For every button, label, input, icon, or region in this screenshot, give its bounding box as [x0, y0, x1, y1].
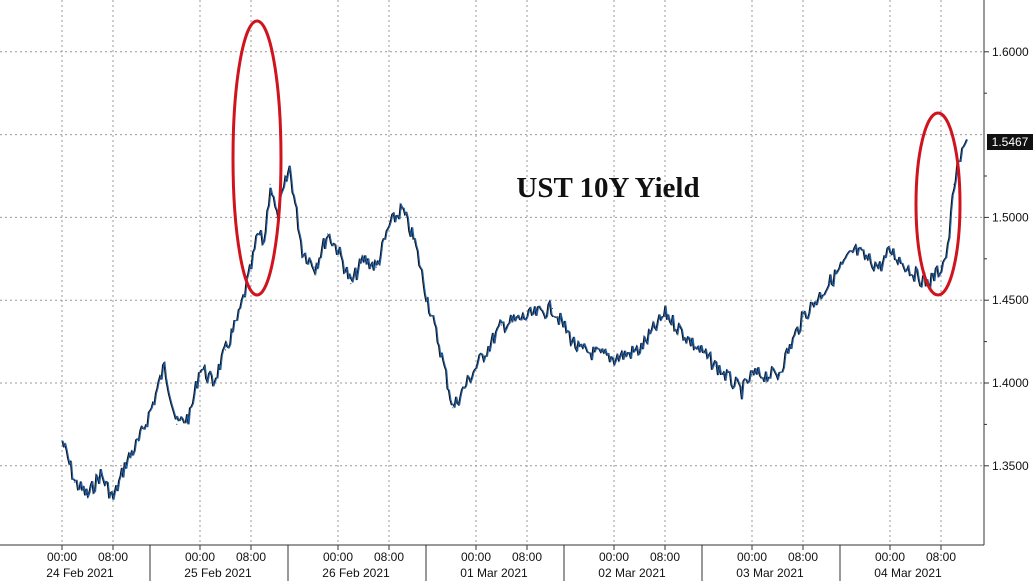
x-tick-time: 08:00 — [98, 550, 128, 564]
data-point — [199, 365, 201, 367]
data-point — [475, 365, 477, 367]
x-tick-date: 26 Feb 2021 — [322, 566, 390, 580]
y-axis: 1.3500 1.4000 1.4500 1.5000 1.6000 — [983, 0, 1029, 545]
data-point — [551, 307, 554, 310]
data-point — [61, 440, 63, 442]
data-point — [889, 249, 891, 252]
x-tick-time: 08:00 — [926, 550, 956, 564]
grid — [0, 0, 984, 545]
data-point — [263, 241, 265, 243]
chart-title: UST 10Y Yield — [516, 172, 699, 204]
data-point — [946, 249, 949, 252]
data-point — [664, 312, 666, 314]
highlight-ellipses — [231, 19, 962, 297]
x-tick-time: 00:00 — [47, 550, 77, 564]
data-point — [401, 208, 403, 210]
data-point — [914, 274, 917, 276]
data-point — [940, 266, 942, 268]
x-tick-time: 00:00 — [875, 550, 905, 564]
data-point — [256, 233, 258, 235]
highlight-ellipse-right — [914, 111, 962, 297]
data-point — [426, 299, 428, 301]
data-point — [86, 495, 89, 497]
data-point — [452, 407, 454, 409]
x-tick-time: 00:00 — [185, 550, 215, 564]
x-tick-time: 08:00 — [650, 550, 680, 564]
data-point — [74, 481, 76, 483]
data-point — [827, 283, 830, 285]
x-axis: 00:00 24 Feb 2021 08:00 00:00 25 Feb 2021 08:… — [0, 544, 984, 581]
last-value-box — [987, 134, 1033, 150]
data-point — [269, 183, 271, 185]
data-point — [751, 374, 753, 376]
data-point — [526, 316, 528, 318]
data-point — [776, 374, 779, 376]
data-point — [959, 158, 961, 160]
x-tick-time: 08:00 — [374, 550, 404, 564]
data-point — [689, 341, 692, 343]
x-tick-time: 00:00 — [599, 550, 629, 564]
data-point — [137, 440, 140, 442]
data-point — [802, 316, 804, 318]
series-line — [62, 139, 969, 500]
data-point — [250, 266, 252, 268]
x-tick-time: 08:00 — [788, 550, 818, 564]
data-point — [244, 291, 246, 293]
y-tick-label: 1.4500 — [992, 293, 1029, 307]
x-tick-date: 04 Mar 2021 — [874, 566, 942, 580]
x-tick-time: 00:00 — [461, 550, 491, 564]
data-point — [388, 225, 390, 227]
last-value-label: 1.5467 — [992, 135, 1029, 149]
data-point — [212, 382, 214, 384]
series-group — [61, 139, 969, 500]
data-point — [362, 258, 365, 260]
data-point — [99, 473, 101, 475]
data-point — [953, 183, 955, 185]
data-point — [314, 266, 316, 268]
data-point — [375, 266, 377, 268]
highlight-ellipse-left — [231, 19, 283, 297]
data-point — [613, 357, 615, 359]
last-value-marker: 1.5467 — [987, 134, 1033, 150]
data-point — [150, 407, 152, 409]
data-point — [500, 324, 503, 326]
data-point — [350, 283, 352, 285]
x-tick-time: 00:00 — [323, 550, 353, 564]
data-point — [237, 316, 239, 318]
y-tick-label: 1.5000 — [992, 210, 1029, 224]
data-point — [965, 139, 968, 141]
data-point — [188, 415, 191, 417]
x-tick-date: 24 Feb 2021 — [46, 566, 114, 580]
data-point — [577, 349, 579, 351]
data-point — [638, 349, 641, 351]
data-point — [288, 167, 290, 169]
data-point — [163, 365, 165, 367]
x-tick-time: 00:00 — [737, 550, 767, 564]
x-tick-time: 08:00 — [512, 550, 542, 564]
data-point — [413, 241, 416, 243]
data-point — [224, 349, 227, 351]
data-point — [740, 390, 743, 392]
data-point — [715, 365, 717, 367]
data-point — [125, 461, 127, 464]
x-tick-date: 25 Feb 2021 — [184, 566, 252, 580]
data-point — [275, 216, 278, 218]
data-point — [337, 249, 339, 252]
y-tick-label: 1.4000 — [992, 376, 1029, 390]
data-point — [326, 233, 329, 235]
data-point — [878, 266, 881, 268]
x-tick-date: 01 Mar 2021 — [460, 566, 528, 580]
data-point — [176, 423, 178, 425]
data-point — [439, 349, 441, 351]
y-tick-label: 1.3500 — [992, 459, 1029, 473]
x-tick-date: 03 Mar 2021 — [736, 566, 804, 580]
x-tick-time: 08:00 — [236, 550, 266, 564]
data-point — [301, 249, 303, 252]
data-point — [853, 249, 855, 252]
x-tick-date: 02 Mar 2021 — [598, 566, 666, 580]
y-tick-label: 1.6000 — [992, 45, 1029, 59]
data-point — [112, 498, 114, 500]
